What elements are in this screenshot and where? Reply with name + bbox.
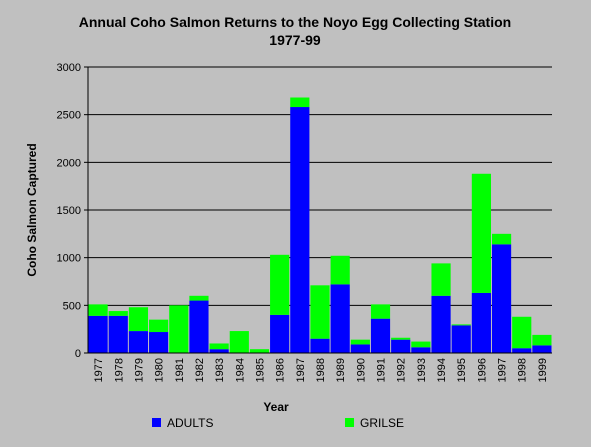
bar-adults-1979 [128,331,149,353]
bar-grilse-1987 [290,97,310,108]
y-tick-label: 2000 [57,157,81,169]
legend: ADULTS GRILSE [152,416,404,430]
bar-grilse-1980 [149,319,169,333]
bar-adults-1982 [189,300,209,353]
bar-grilse-1979 [128,307,149,332]
y-tick-label: 500 [63,300,81,312]
bar-grilse-1999 [532,334,552,346]
bar-adults-1983 [209,349,229,353]
x-axis-title: Year [263,400,289,414]
bar-grilse-1990 [350,339,370,345]
bar-adults-1994 [431,295,451,353]
bar-grilse-1993 [411,341,431,348]
x-tick-label: 1993 [416,358,428,382]
x-tick-label: 1995 [456,358,468,382]
chart-title: Annual Coho Salmon Returns to the Noyo E… [79,14,511,30]
bar-adults-1988 [310,338,330,353]
bar-adults-1978 [108,315,128,353]
chart-subtitle: 1977-99 [269,32,321,48]
y-tick-label: 1000 [57,253,81,265]
legend-swatch-adults [152,418,161,427]
bar-adults-1998 [512,348,532,353]
y-tick-label: 2500 [57,110,81,122]
x-tick-label: 1984 [234,358,246,382]
legend-label-grilse: GRILSE [360,416,404,430]
bar-grilse-1997 [491,233,512,245]
x-tick-label: 1999 [537,358,549,382]
x-tick-label: 1998 [517,358,529,382]
bar-adults-1980 [149,332,169,353]
bar-grilse-1978 [108,311,128,316]
bar-adults-1990 [350,344,370,353]
x-tick-label: 1983 [214,358,226,382]
bar-adults-1999 [532,345,552,353]
x-tick-label: 1978 [113,358,125,382]
bar-grilse-1995 [451,324,471,326]
bar-grilse-1977 [88,304,108,316]
x-tick-label: 1989 [335,358,347,382]
bar-grilse-1984 [229,331,249,353]
bar-adults-1991 [370,318,391,353]
x-tick-label: 1991 [376,358,388,382]
y-tick-label: 0 [75,348,81,360]
bar-adults-1997 [491,244,512,353]
x-tick-label: 1979 [133,358,145,382]
x-tick-label: 1986 [275,358,287,382]
x-tick-label: 1977 [93,358,105,382]
bar-adults-1995 [451,325,471,353]
y-axis-title: Coho Salmon Captured [25,143,39,276]
bars [88,97,552,353]
x-tick-label: 1981 [174,358,186,382]
bar-grilse-1986 [270,254,290,315]
bar-adults-1987 [290,107,310,353]
bar-grilse-1994 [431,263,451,296]
y-tick-label: 1500 [57,205,81,217]
bar-grilse-1983 [209,343,229,350]
bar-grilse-1988 [310,285,330,339]
x-tick-label: 1992 [396,358,408,382]
x-tick-label: 1988 [315,358,327,382]
bar-adults-1992 [391,339,411,353]
bar-grilse-1989 [330,255,350,285]
x-axis-ticks: 1977 1978 1979 1980 1981 1982 1983 1984 1985 1986… [93,358,549,382]
x-tick-label: 1985 [254,358,266,382]
bar-grilse-1998 [512,316,532,349]
bar-adults-1986 [270,314,290,353]
bar-grilse-1981 [169,305,189,353]
y-axis-ticks: 0 500 1000 1500 2000 2500 3000 [57,62,88,360]
x-tick-label: 1987 [295,358,307,382]
x-tick-label: 1990 [355,358,367,382]
bar-grilse-1991 [370,304,391,319]
x-tick-label: 1982 [194,358,206,382]
bar-grilse-1982 [189,295,209,301]
legend-swatch-grilse [345,418,354,427]
bar-adults-1977 [88,315,108,353]
bar-adults-1996 [471,292,491,353]
x-tick-label: 1997 [497,358,509,382]
bar-grilse-1992 [391,337,411,340]
x-tick-label: 1980 [154,358,166,382]
bar-adults-1993 [411,347,431,353]
y-tick-label: 3000 [57,62,81,74]
bar-adults-1989 [330,284,350,353]
x-tick-label: 1996 [476,358,488,382]
legend-label-adults: ADULTS [167,416,213,430]
bar-grilse-1996 [471,173,491,293]
x-tick-label: 1994 [436,358,448,382]
bar-grilse-1985 [249,349,270,353]
